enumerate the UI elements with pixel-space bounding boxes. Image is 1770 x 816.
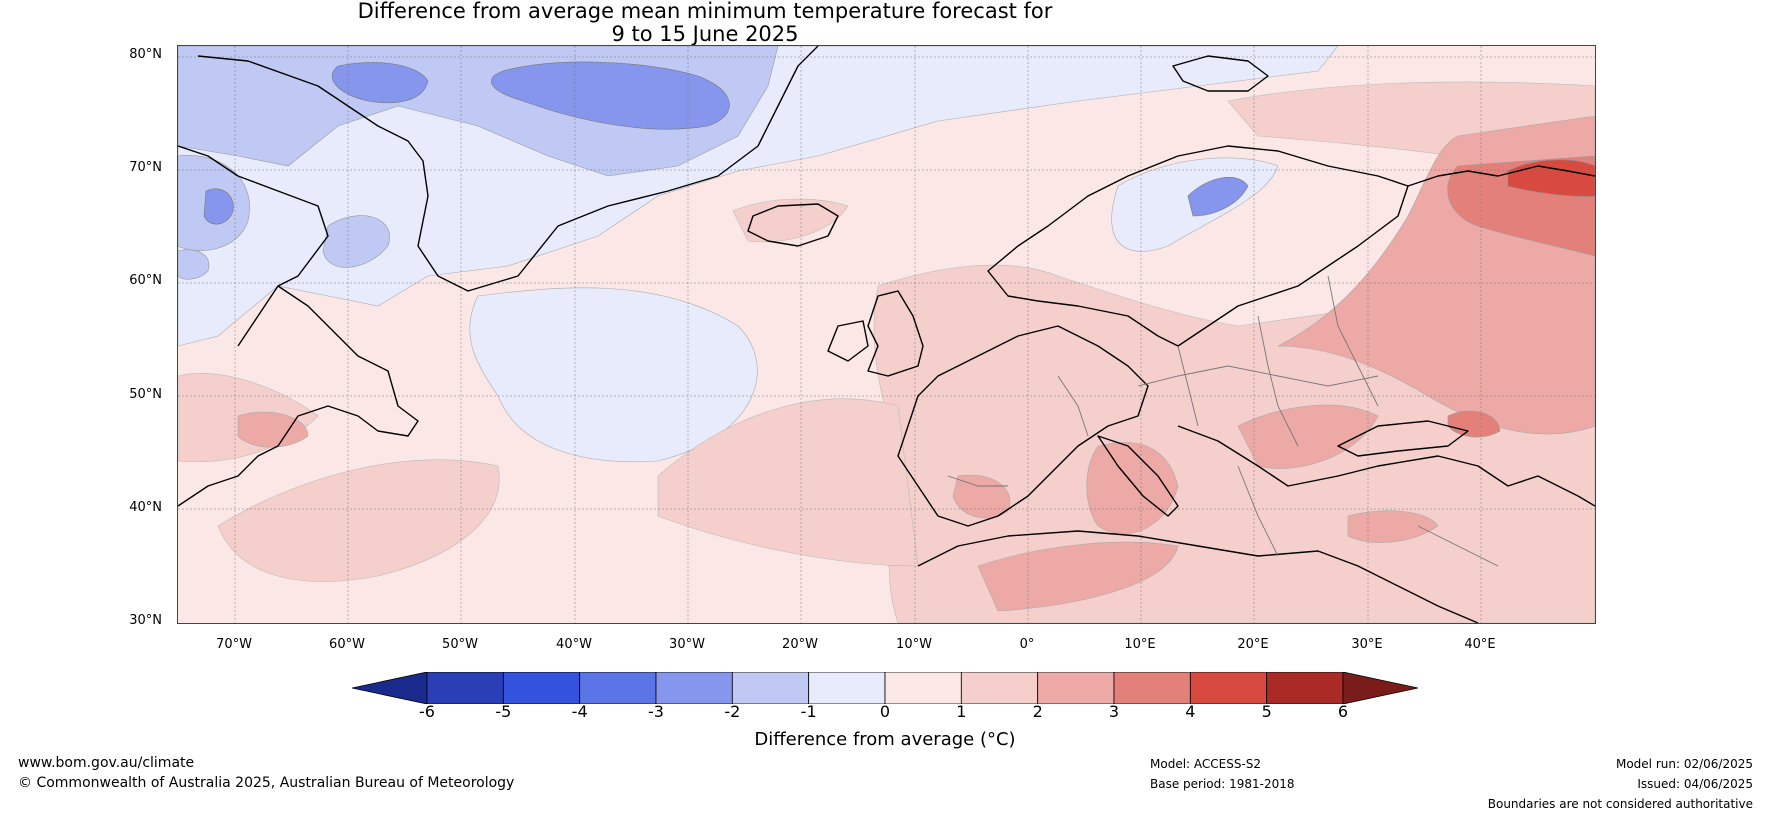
colorbar-segment bbox=[731, 672, 810, 704]
colorbar-tick-label: 1 bbox=[956, 702, 967, 721]
anomaly-minus3-to-minus2-norway bbox=[1187, 177, 1249, 217]
footer-website: www.bom.gov.au/climate bbox=[18, 755, 195, 771]
anomaly-minus3-to-minus2-greenland-east bbox=[491, 61, 730, 130]
colorbar-tick-label: -3 bbox=[648, 702, 664, 721]
colorbar-segment bbox=[426, 672, 504, 704]
anomaly-2-to-3-newfoundland bbox=[237, 411, 309, 448]
lat-label-50n: 50°N bbox=[129, 387, 162, 402]
colorbar-segment bbox=[1266, 672, 1344, 704]
colorbar-tick-label: 2 bbox=[1032, 702, 1043, 721]
colorbar-tick-label: 0 bbox=[879, 702, 891, 721]
lon-label-60w: 60°W bbox=[329, 637, 365, 652]
colorbar-segment bbox=[884, 672, 962, 704]
lon-label-70w: 70°W bbox=[216, 637, 252, 652]
lat-label-80n: 80°N bbox=[129, 47, 162, 62]
coastline-balkans-turkey bbox=[1177, 425, 1595, 507]
footer-disclaimer: Boundaries are not considered authoritat… bbox=[1487, 797, 1753, 811]
colorbar-tick-label: 4 bbox=[1185, 702, 1196, 721]
colorbar bbox=[352, 672, 1418, 704]
lon-label-40e: 40°E bbox=[1464, 637, 1496, 652]
anomaly-1-to-2-subtropic bbox=[217, 459, 500, 582]
anomaly-1-to-2-iceland bbox=[732, 198, 849, 243]
lon-label-40w: 40°W bbox=[556, 637, 592, 652]
coastline-italy bbox=[1097, 435, 1179, 517]
footer-base-period: Base period: 1981-2018 bbox=[1150, 777, 1295, 791]
coastline-russian-arctic bbox=[1407, 165, 1595, 187]
footer-model: Model: ACCESS-S2 bbox=[1150, 757, 1262, 771]
colorbar-tick-label: -4 bbox=[571, 702, 588, 721]
lon-label-30e: 30°E bbox=[1351, 637, 1383, 652]
footer-copyright: © Commonwealth of Australia 2025, Austra… bbox=[18, 775, 515, 791]
anomaly-minus2-to-minus1-hudson bbox=[178, 249, 210, 280]
coastline-uk bbox=[867, 290, 924, 377]
coastline-scandinavia bbox=[987, 145, 1409, 347]
colorbar-tick-label: 6 bbox=[1337, 702, 1349, 721]
coastline-greenland bbox=[197, 46, 819, 292]
coastline-black-sea bbox=[1337, 420, 1469, 457]
coastlines bbox=[178, 46, 1595, 623]
title-line-1: Difference from average mean minimum tem… bbox=[357, 0, 1053, 23]
colorbar-segment bbox=[1113, 672, 1191, 704]
colorbar-label: Difference from average (°C) bbox=[754, 729, 1016, 750]
forecast-map bbox=[177, 45, 1596, 624]
graticule bbox=[178, 46, 1595, 623]
anomaly-minus2-to-minus1-labrador bbox=[322, 215, 390, 268]
colorbar-extend-low bbox=[352, 672, 428, 704]
lat-label-40n: 40°N bbox=[129, 500, 162, 515]
title-line-2: 9 to 15 June 2025 bbox=[611, 22, 799, 46]
colorbar-tick-label: -2 bbox=[724, 702, 741, 721]
colorbar-segment bbox=[502, 672, 581, 704]
lon-label-10e: 10°E bbox=[1124, 637, 1156, 652]
lat-label-60n: 60°N bbox=[129, 273, 162, 288]
colorbar-tick-label: 5 bbox=[1261, 702, 1272, 721]
colorbar-tick-label: -6 bbox=[419, 702, 435, 721]
lon-label-20w: 20°W bbox=[782, 637, 818, 652]
coastline-svalbard bbox=[1172, 55, 1269, 92]
colorbar-extend-high bbox=[1342, 672, 1418, 704]
lon-label-0: 0° bbox=[1019, 637, 1035, 652]
coastline-north-africa bbox=[917, 530, 1479, 623]
anomaly-2-to-3-balkans bbox=[1237, 404, 1379, 469]
colorbar-tick-label: 3 bbox=[1108, 702, 1120, 721]
coastline-iceland bbox=[747, 203, 839, 247]
anomaly-2-to-3-turkey bbox=[1347, 510, 1439, 543]
colorbar-tick-label: -1 bbox=[800, 702, 817, 721]
footer-issued: Issued: 04/06/2025 bbox=[1637, 777, 1753, 791]
colorbar-tick-label: -5 bbox=[495, 702, 512, 721]
lat-label-70n: 70°N bbox=[129, 160, 162, 175]
chart-title: Difference from average mean minimum tem… bbox=[0, 0, 1410, 46]
coastline-europe bbox=[897, 325, 1149, 527]
anomaly-4-to-5-urals bbox=[1507, 159, 1595, 197]
coastline-ireland bbox=[827, 320, 869, 362]
coastline-baffin bbox=[178, 145, 329, 287]
anomaly-2-to-3-mediterranean bbox=[1086, 442, 1179, 535]
country-borders bbox=[947, 275, 1499, 567]
lon-label-20e: 20°E bbox=[1237, 637, 1269, 652]
lon-label-30w: 30°W bbox=[669, 637, 705, 652]
colorbar-segment bbox=[655, 672, 733, 704]
coastline-labrador bbox=[178, 285, 419, 507]
colorbar-segment bbox=[960, 672, 1039, 704]
lon-label-10w: 10°W bbox=[896, 637, 932, 652]
anomaly-minus3-to-minus2-greenland-west bbox=[331, 62, 429, 104]
anomaly-minus3-to-minus2-baffin bbox=[203, 188, 234, 225]
colorbar-segment bbox=[808, 672, 886, 704]
map-svg bbox=[178, 46, 1595, 623]
colorbar-segment bbox=[1189, 672, 1268, 704]
anomaly-3-to-4-ukraine bbox=[1447, 410, 1501, 438]
lon-label-50w: 50°W bbox=[442, 637, 478, 652]
footer-model-run: Model run: 02/06/2025 bbox=[1615, 757, 1753, 771]
lat-label-30n: 30°N bbox=[129, 613, 162, 628]
colorbar-segment bbox=[1037, 672, 1115, 704]
colorbar-segment bbox=[579, 672, 657, 704]
colorbar-segments bbox=[352, 672, 1418, 704]
